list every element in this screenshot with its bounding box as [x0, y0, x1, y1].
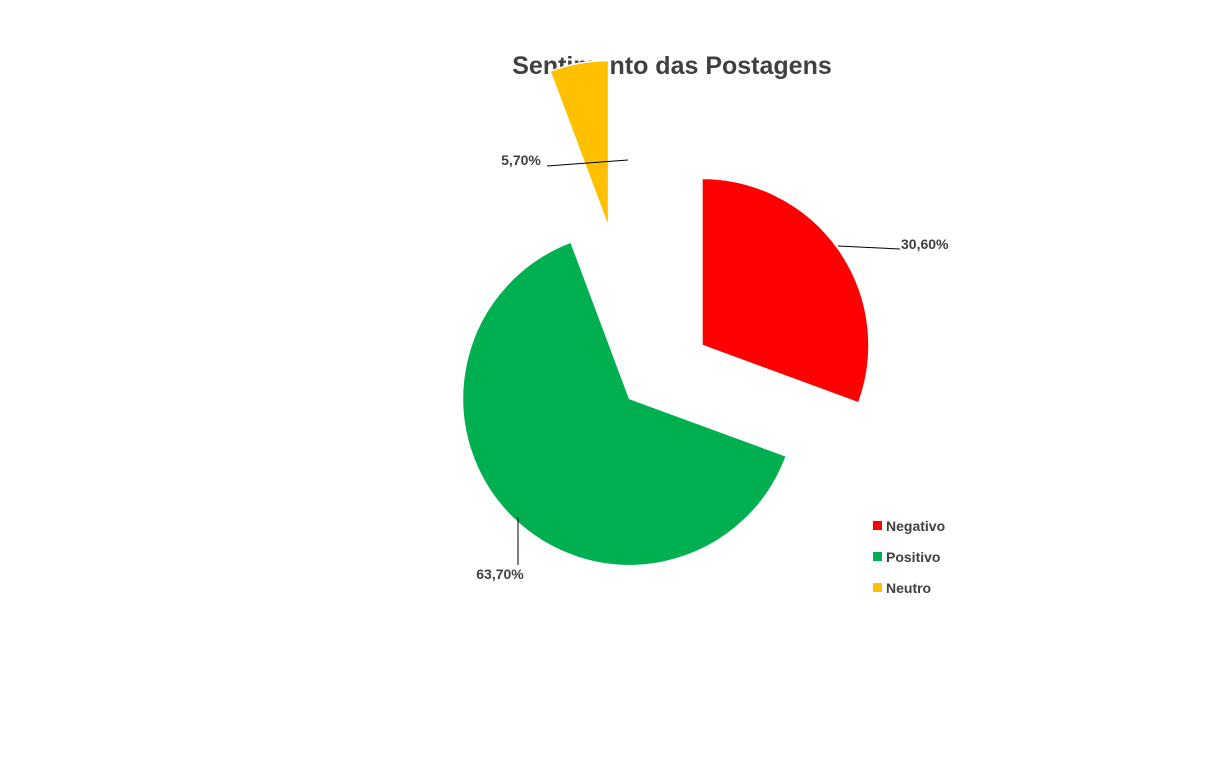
- legend: Negativo Positivo Neutro: [873, 518, 945, 596]
- data-label-positivo: 63,70%: [476, 566, 524, 582]
- legend-label-positivo: Positivo: [886, 549, 940, 565]
- legend-label-neutro: Neutro: [886, 580, 931, 596]
- pie-slice-negativo: [701, 177, 870, 404]
- legend-swatch-positivo: [873, 552, 882, 561]
- data-label-negativo: 30,60%: [901, 236, 949, 252]
- pie-slices: [461, 59, 870, 567]
- pie-slice-neutro: [549, 59, 610, 228]
- leader-lines: [517, 159, 901, 565]
- leader-line-negativo: [837, 245, 901, 250]
- leader-line-neutro: [546, 159, 629, 167]
- data-labels: 30,60% 63,70% 5,70%: [476, 152, 949, 582]
- legend-label-negativo: Negativo: [886, 518, 945, 534]
- legend-swatch-negativo: [873, 521, 882, 530]
- pie-slice-positivo: [461, 241, 788, 567]
- legend-swatch-neutro: [873, 583, 882, 592]
- data-label-neutro: 5,70%: [501, 152, 541, 168]
